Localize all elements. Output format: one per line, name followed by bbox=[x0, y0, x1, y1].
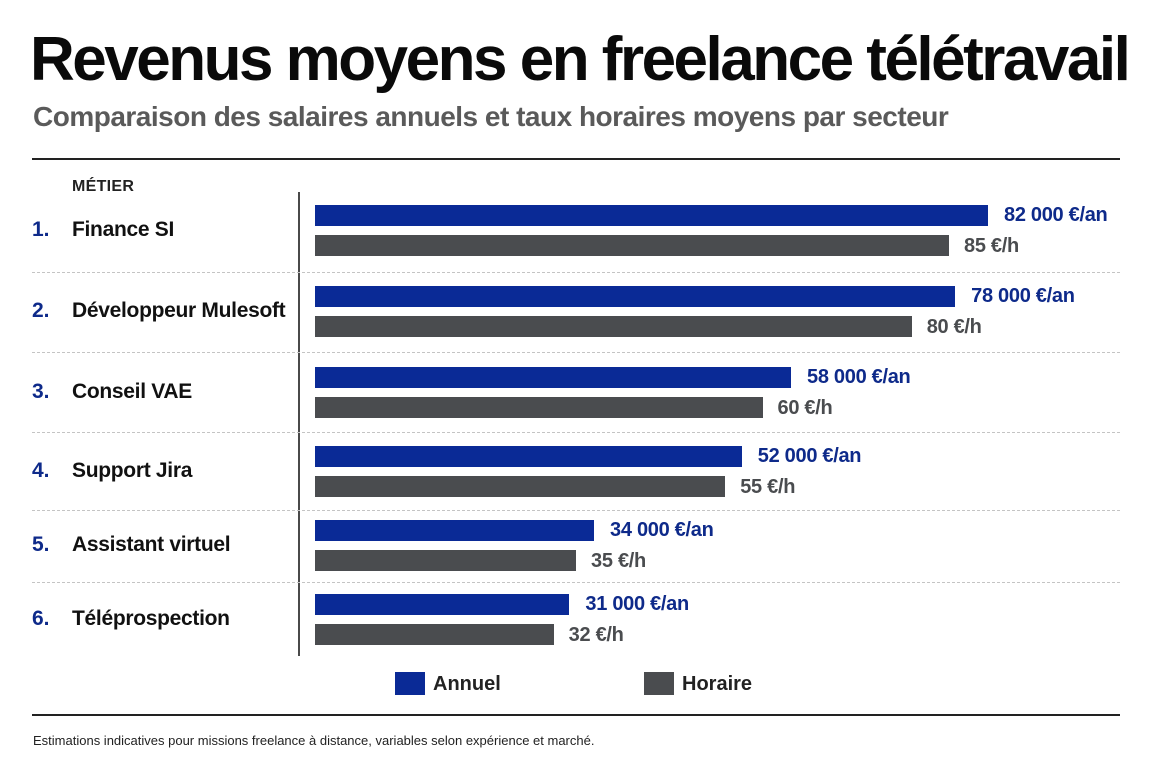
legend-swatch-annual bbox=[395, 672, 425, 695]
value-label-hourly: 55 €/h bbox=[740, 476, 796, 498]
value-label-hourly: 60 €/h bbox=[777, 397, 833, 419]
category-axis-line bbox=[298, 192, 300, 656]
value-label-annual: 31 000 €/an bbox=[585, 593, 689, 615]
legend-label-hourly: Horaire bbox=[682, 673, 753, 695]
bar-hourly bbox=[315, 397, 763, 418]
value-label-hourly: 35 €/h bbox=[591, 550, 646, 572]
column-header: MÉTIER bbox=[72, 178, 135, 195]
value-label-annual: 34 000 €/an bbox=[610, 519, 714, 541]
value-label-annual: 78 000 €/an bbox=[971, 285, 1075, 307]
bar-annual bbox=[315, 205, 988, 226]
value-label-annual: 52 000 €/an bbox=[757, 445, 862, 467]
category-rank: 4. bbox=[32, 459, 50, 482]
value-label-annual: 58 000 €/an bbox=[807, 366, 911, 388]
legend-swatch-hourly bbox=[644, 672, 674, 695]
row-separator bbox=[32, 582, 1120, 583]
bar-annual bbox=[315, 286, 956, 307]
category-label: Conseil VAE bbox=[72, 380, 193, 403]
category-rank: 1. bbox=[32, 218, 50, 241]
bar-annual bbox=[315, 446, 742, 467]
category-rank: 6. bbox=[32, 607, 50, 630]
category-label: Téléprospection bbox=[72, 607, 230, 630]
bar-annual bbox=[315, 594, 570, 615]
bar-annual bbox=[315, 367, 792, 388]
category-label: Développeur Mulesoft bbox=[72, 299, 286, 322]
category-rank: 5. bbox=[32, 533, 50, 556]
row-separator bbox=[32, 432, 1120, 433]
top-rule bbox=[32, 158, 1120, 160]
bar-hourly bbox=[315, 476, 726, 497]
bottom-rule bbox=[32, 714, 1120, 716]
bar-hourly bbox=[315, 235, 949, 256]
category-label: Assistant virtuel bbox=[72, 533, 231, 556]
row-separator bbox=[32, 272, 1120, 273]
category-label: Finance SI bbox=[72, 218, 175, 241]
category-rank: 3. bbox=[32, 380, 50, 403]
bar-annual bbox=[315, 520, 595, 541]
row-separator bbox=[32, 510, 1120, 511]
category-rank: 2. bbox=[32, 299, 50, 322]
category-label: Support Jira bbox=[72, 459, 193, 482]
bar-hourly bbox=[315, 550, 577, 571]
bar-hourly bbox=[315, 316, 912, 337]
value-label-hourly: 85 €/h bbox=[964, 235, 1019, 257]
value-label-hourly: 32 €/h bbox=[568, 624, 624, 646]
value-label-annual: 82 000 €/an bbox=[1004, 204, 1108, 226]
bar-hourly bbox=[315, 624, 554, 645]
footnote: Estimations indicatives pour missions fr… bbox=[33, 733, 595, 748]
value-label-hourly: 80 €/h bbox=[926, 316, 982, 338]
legend-label-annual: Annuel bbox=[433, 673, 501, 695]
row-separator bbox=[32, 352, 1120, 353]
chart-subtitle: Comparaison des salaires annuels et taux… bbox=[33, 101, 949, 132]
chart-title: Revenus moyens en freelance télétravail bbox=[30, 25, 1131, 94]
